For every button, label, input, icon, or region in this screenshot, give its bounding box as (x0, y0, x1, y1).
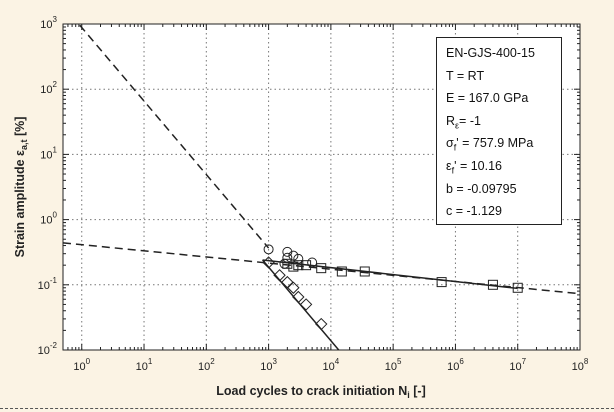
circle-marker (263, 244, 274, 255)
square-marker (487, 279, 498, 290)
elastic-fit-curve (262, 259, 518, 290)
square-marker (301, 260, 312, 271)
x-tick-label: 100 (73, 357, 90, 373)
diamond-marker (281, 275, 294, 289)
circle-marker (282, 252, 293, 263)
param-fatigue-strength: σf' = 757.9 MPa (446, 136, 534, 153)
circle-marker (288, 250, 299, 261)
x-tick-label: 106 (447, 357, 464, 373)
diamond-marker (262, 256, 275, 269)
x-tick-label: 105 (385, 357, 402, 373)
square-marker (336, 266, 347, 277)
x-tick-label: 104 (323, 357, 340, 373)
param-temperature: T = RT (446, 68, 485, 83)
param-fatigue-ductility: εf' = 10.16 (446, 158, 503, 176)
circle-marker (282, 246, 293, 257)
x-tick-label: 103 (260, 357, 277, 373)
param-material: EN-GJS-400-15 (446, 46, 535, 60)
x-tick-label: 102 (198, 357, 215, 373)
y-tick-label: 10-2 (38, 341, 58, 357)
param-b: b = -0.09795 (446, 181, 517, 196)
param-c: c = -1.129 (446, 204, 502, 219)
y-tick-label: 100 (40, 211, 57, 227)
square-marker (282, 258, 293, 269)
parameter-box: EN-GJS-400-15 T = RT E = 167.0 GPa Rε= -… (436, 37, 562, 225)
square-marker (316, 263, 327, 274)
x-tick-label: 108 (572, 357, 589, 373)
diamond-marker (299, 298, 313, 311)
x-tick-label: 101 (136, 357, 153, 373)
tick-labels: 100 101 102 103 104 105 106 107 108 103 102 101 100 1… (38, 15, 589, 373)
diamond-marker (273, 269, 286, 282)
param-modulus: E = 167.0 GPa (446, 91, 529, 106)
y-axis-title: Strain amplitude εa,t [%] (13, 117, 29, 258)
x-axis-title: Load cycles to crack initiation Ni [-] (216, 384, 426, 400)
square-marker (512, 282, 523, 293)
y-tick-label: 10-1 (38, 276, 58, 292)
y-tick-label: 103 (40, 15, 57, 31)
data-markers (262, 244, 523, 331)
diamond-marker (292, 290, 305, 304)
y-tick-label: 102 (40, 80, 57, 96)
square-marker (293, 260, 304, 271)
plastic-curve (77, 24, 270, 249)
circle-marker (307, 257, 318, 268)
bottom-divider (0, 408, 614, 409)
diamond-marker (315, 317, 328, 331)
square-marker (436, 277, 447, 288)
diamond-marker (287, 281, 300, 294)
param-strain-ratio: Rε= -1 (446, 113, 481, 131)
square-marker (359, 266, 370, 277)
y-tick-label: 101 (40, 145, 57, 161)
x-tick-label: 107 (509, 357, 526, 373)
